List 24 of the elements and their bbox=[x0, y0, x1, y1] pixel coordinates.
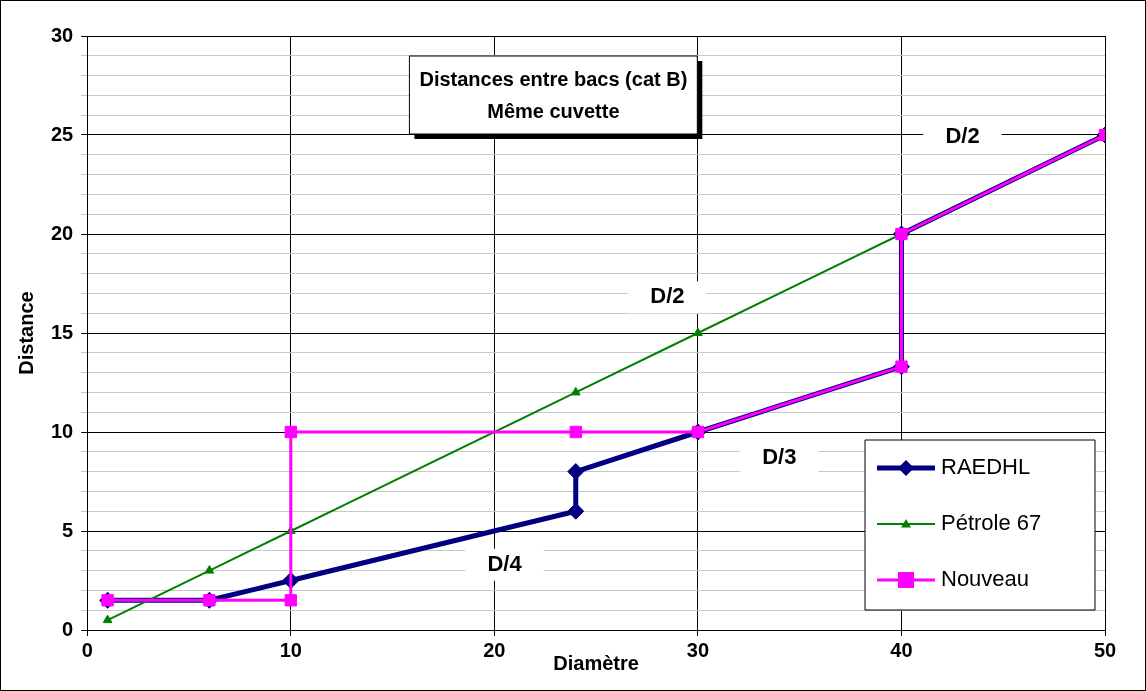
x-axis-title: Diamètre bbox=[553, 651, 639, 674]
y-tick-label: 5 bbox=[62, 518, 74, 541]
x-tick-label: 30 bbox=[686, 638, 710, 661]
text: Même cuvette bbox=[487, 99, 620, 122]
x-tick-label: 40 bbox=[890, 638, 913, 661]
y-tick-label: 20 bbox=[51, 221, 74, 244]
y-tick-label: 0 bbox=[62, 617, 74, 640]
y-tick-label: 10 bbox=[51, 419, 74, 442]
x-tick-label: 50 bbox=[1093, 638, 1117, 661]
legend-label: Nouveau bbox=[941, 566, 1030, 592]
y-tick-label: 25 bbox=[51, 122, 74, 145]
legend-label: Pétrole 67 bbox=[941, 510, 1042, 536]
x-tick-label: 0 bbox=[81, 638, 93, 661]
text: Distances entre bacs (cat B) bbox=[419, 67, 688, 90]
annotation: D/4 bbox=[487, 550, 523, 576]
x-tick-label: 20 bbox=[483, 638, 506, 661]
annotation: D/2 bbox=[945, 123, 980, 149]
legend-label: RAEDHL bbox=[941, 454, 1031, 480]
x-tick-label: 10 bbox=[279, 638, 302, 661]
annotation: D/2 bbox=[650, 283, 685, 309]
y-tick-label: 15 bbox=[51, 320, 74, 343]
y-tick-label: 30 bbox=[51, 23, 74, 46]
annotation: D/3 bbox=[762, 443, 797, 469]
y-axis-title: Distance bbox=[14, 291, 37, 375]
